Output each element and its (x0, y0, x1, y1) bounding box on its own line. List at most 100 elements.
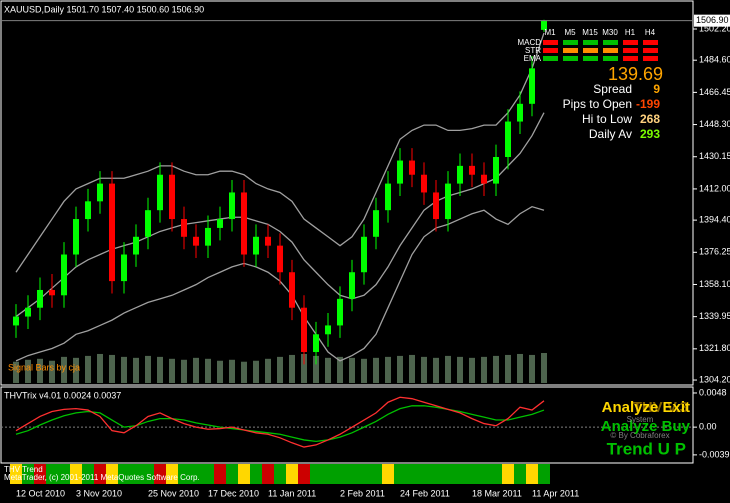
signal-row-label: MACD (517, 38, 541, 47)
stat-label: Pips to Open (563, 97, 632, 111)
candle-body (421, 174, 427, 193)
y-tick-label: 1376.25 (699, 247, 730, 257)
trend-cell (214, 464, 226, 484)
y-tick-label: 1321.80 (699, 343, 730, 353)
candle-body (97, 183, 103, 202)
x-tick-label: 11 Apr 2011 (532, 488, 579, 498)
trend-cell (70, 464, 82, 484)
candle-body (493, 157, 499, 184)
volume-bar (409, 354, 415, 383)
trend-cell (502, 464, 514, 484)
candle-body (349, 272, 355, 299)
signal-row-label: EMA (524, 54, 542, 63)
signal-cell (583, 40, 598, 45)
timeframe-label: M15 (582, 28, 598, 37)
signal-cell (563, 40, 578, 45)
signal-cell (643, 56, 658, 61)
trend-cell (298, 464, 310, 484)
candle-body (73, 219, 79, 255)
trend-cell (274, 464, 286, 484)
volume-bar (433, 357, 439, 383)
current-price-label: 1506.90 (696, 15, 729, 25)
credit: Signal Bars by cja (8, 362, 80, 372)
candle-body (517, 103, 523, 122)
candle-body (469, 165, 475, 175)
trend-cell (334, 464, 346, 484)
candle-body (529, 68, 535, 104)
trend-cell (514, 464, 526, 484)
volume-bar (169, 358, 175, 383)
trend-cell (22, 464, 34, 484)
volume-bar (385, 356, 391, 383)
volume-bar (217, 360, 223, 383)
candle-body (169, 174, 175, 220)
volume-bar (49, 360, 55, 383)
candle-body (61, 254, 67, 296)
x-tick-label: 12 Oct 2010 (16, 488, 65, 498)
candle-body (205, 227, 211, 246)
y-tick-label: -0.0039 (699, 449, 730, 459)
price-diff: 139.69 (608, 64, 663, 84)
candle-body (253, 236, 259, 255)
trend-cell (358, 464, 370, 484)
signal-cell (543, 48, 558, 53)
signal-cell (603, 40, 618, 45)
volume-bar (313, 355, 319, 383)
volume-bar (457, 356, 463, 383)
candle-body (193, 236, 199, 246)
volume-bar (253, 360, 259, 383)
volume-bar (397, 355, 403, 383)
trend-cell (238, 464, 250, 484)
candle-body (289, 272, 295, 308)
y-tick-label: 1304.20 (699, 374, 730, 384)
timeframe-label: H4 (645, 28, 656, 37)
volume-bar (181, 359, 187, 383)
trend-cell (406, 464, 418, 484)
y-tick-label: 1394.40 (699, 214, 730, 224)
candle-body (37, 289, 43, 308)
trix-title: THVTrix v4.01 0.0024 0.0037 (4, 390, 121, 400)
volume-bar (61, 356, 67, 383)
trend-cell (130, 464, 142, 484)
trend-cell (106, 464, 118, 484)
main-title: XAUUSD,Daily 1501.70 1507.40 1500.60 150… (4, 4, 204, 14)
volume-bar (205, 358, 211, 383)
volume-bar (445, 355, 451, 383)
system-name: THV V.3 (633, 399, 688, 416)
candle-body (385, 183, 391, 211)
stat-value: 293 (640, 127, 660, 141)
stat-label: Spread (593, 82, 632, 96)
signal-cell (563, 48, 578, 53)
trend-cell (142, 464, 154, 484)
trend-cell (538, 464, 550, 484)
stat-label: Daily Av (589, 127, 632, 141)
volume-bar (85, 355, 91, 383)
author: © By Cobraforex (610, 431, 669, 440)
candle-body (145, 210, 151, 237)
candle-body (265, 236, 271, 246)
candle-body (505, 121, 511, 158)
candle-body (313, 334, 319, 353)
candle-body (541, 20, 547, 30)
trend-cell (154, 464, 166, 484)
trend-cell (166, 464, 178, 484)
trend-cell (346, 464, 358, 484)
stat-value: 268 (640, 112, 660, 126)
trend-cell (118, 464, 130, 484)
timeframe-label: M1 (544, 28, 556, 37)
signal-cell (583, 56, 598, 61)
volume-bar (361, 358, 367, 383)
signal-cell (623, 56, 638, 61)
candle-body (13, 316, 19, 326)
volume-bar (301, 353, 307, 383)
signal-row-label: STR (525, 46, 541, 55)
volume-bar (145, 355, 151, 383)
timeframe-label: M30 (602, 28, 618, 37)
volume-bar (193, 357, 199, 383)
trend-cell (430, 464, 442, 484)
trix-pane-frame (0, 386, 694, 464)
candle-body (373, 210, 379, 237)
y-tick-label: 1484.60 (699, 55, 730, 65)
trend-cell (226, 464, 238, 484)
trend-cell (178, 464, 190, 484)
